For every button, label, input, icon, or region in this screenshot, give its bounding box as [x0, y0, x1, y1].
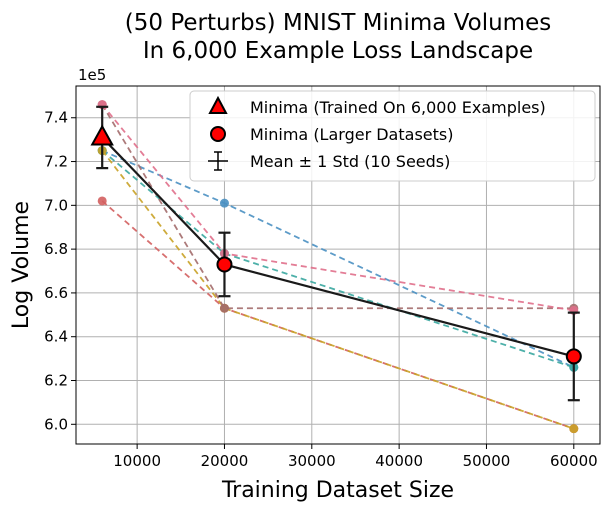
seed-line-0 — [101, 149, 575, 369]
legend-label-0: Minima (Trained On 6,000 Examples) — [250, 98, 546, 117]
y-tick-label-3: 6.6 — [44, 284, 68, 302]
x-axis-ticks: 10000 20000 30000 40000 50000 60000 — [113, 444, 598, 470]
y-tick-label-0: 6.0 — [44, 415, 68, 433]
seed-point-3-2 — [569, 424, 579, 434]
y-tick-label-5: 7.0 — [44, 196, 68, 214]
mean-triangle-marker — [90, 124, 114, 146]
x-tick-label-5: 60000 — [550, 452, 598, 470]
y-axis-ticks: 6.0 6.2 6.4 6.6 6.8 7.0 7.2 7.4 — [44, 109, 76, 433]
seed-line-2 — [101, 200, 575, 430]
seed-line-4 — [101, 104, 574, 310]
y-tick-label-1: 6.2 — [44, 372, 68, 390]
y-tick-label-7: 7.4 — [44, 109, 68, 127]
y-tick-label-2: 6.4 — [44, 328, 68, 346]
y-axis-offset-label: 1e5 — [78, 66, 106, 84]
seed-line-3 — [101, 150, 575, 430]
legend-label-2: Mean ± 1 Std (10 Seeds) — [250, 152, 450, 171]
x-axis-label: Training Dataset Size — [221, 478, 454, 503]
legend-box — [189, 90, 596, 182]
y-axis-label: Log Volume — [9, 201, 34, 329]
x-tick-label-3: 40000 — [375, 452, 423, 470]
legend-entries: Minima (Trained On 6,000 Examples) Minima… — [208, 95, 546, 171]
seed-point-4-1 — [219, 303, 229, 313]
seed-point-0-1 — [219, 198, 229, 208]
legend-circle-marker — [210, 126, 226, 142]
seed-point-2-0 — [97, 196, 107, 206]
x-tick-label-2: 30000 — [288, 452, 336, 470]
legend-triangle-marker — [208, 95, 228, 114]
seed-line-1 — [101, 149, 575, 369]
mean-circle-marker-1 — [216, 256, 233, 273]
legend-label-1: Minima (Larger Datasets) — [250, 125, 453, 144]
seed-series-group — [97, 100, 579, 434]
marker-group — [90, 124, 582, 365]
y-tick-label-6: 7.2 — [44, 153, 68, 171]
chart-title-line-1: (50 Perturbs) MNIST Minima Volumes — [125, 10, 551, 36]
x-tick-label-1: 20000 — [201, 452, 249, 470]
y-tick-label-4: 6.8 — [44, 240, 68, 258]
legend: Minima (Trained On 6,000 Examples) Minima… — [189, 90, 596, 182]
x-tick-label-4: 50000 — [463, 452, 511, 470]
mean-circle-marker-2 — [565, 348, 582, 365]
chart-title-line-2: In 6,000 Example Loss Landscape — [143, 38, 533, 64]
x-tick-label-0: 10000 — [113, 452, 161, 470]
plot-frame — [75, 85, 601, 445]
